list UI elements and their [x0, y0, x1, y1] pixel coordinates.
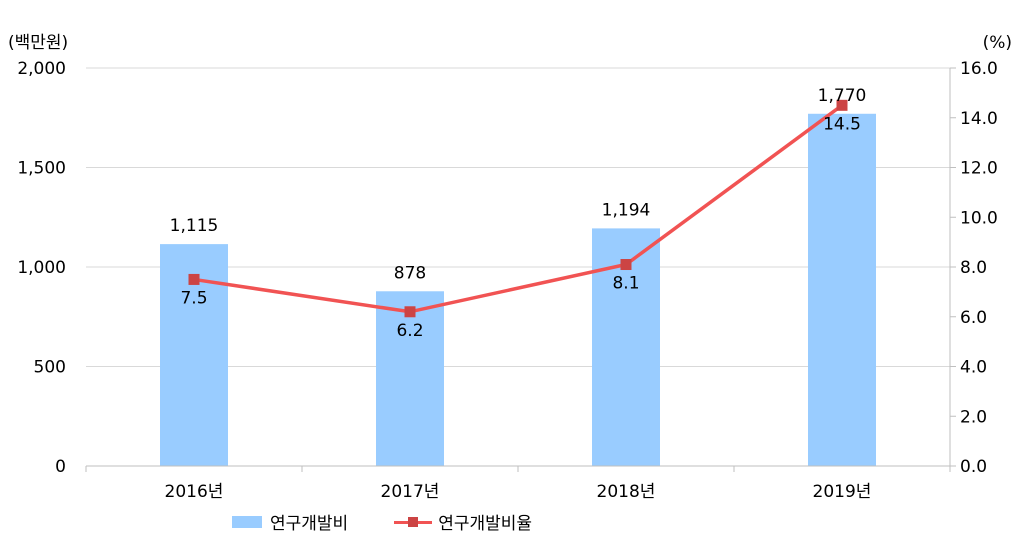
- line-marker: [836, 99, 848, 111]
- axes: 0.0 2.0 4.0 6.0 8.0 10.0 12.0 14.0 16.0 0 500 1,000…: [17, 59, 998, 502]
- x-tick-label: 2017년: [381, 482, 440, 502]
- ratio-line: [193, 103, 844, 314]
- right-tick-label: 14.0: [960, 109, 998, 129]
- left-tick-label: 0: [55, 457, 66, 477]
- legend-item-line: 연구개발비율: [394, 509, 532, 534]
- bar-value-label: 1,115: [170, 216, 219, 236]
- x-tick-label: 2019년: [813, 482, 872, 502]
- right-axis-unit: (%): [983, 33, 1012, 53]
- line-value-label: 6.2: [396, 321, 423, 341]
- line-value-label: 14.5: [823, 114, 861, 134]
- right-tick-label: 6.0: [960, 308, 987, 328]
- legend-line-label: 연구개발비율: [438, 514, 533, 534]
- bar: [808, 113, 876, 467]
- line-marker: [404, 306, 416, 318]
- right-tick-label: 16.0: [960, 59, 998, 79]
- left-tick-label: 2,000: [17, 59, 66, 79]
- bar: [376, 291, 444, 466]
- gridlines: [86, 67, 950, 367]
- legend: 연구개발비 연구개발비율: [232, 509, 578, 534]
- legend-item-bar: 연구개발비: [232, 509, 348, 534]
- right-tick-label: 4.0: [960, 358, 987, 378]
- line-value-label: 8.1: [612, 274, 639, 294]
- left-tick-label: 1,000: [17, 258, 66, 278]
- left-tick-label: 1,500: [17, 159, 66, 179]
- right-tick-label: 12.0: [960, 159, 998, 179]
- line-series: [188, 99, 848, 318]
- line-value-label: 7.5: [180, 288, 207, 308]
- right-tick-label: 8.0: [960, 258, 987, 278]
- bar-value-label: 878: [394, 263, 426, 283]
- line-marker: [188, 273, 200, 285]
- legend-line-swatch: [394, 516, 433, 528]
- line-marker: [620, 259, 632, 271]
- data-labels: 1,115 878 1,194 1,770 7.5 6.2 8.1 14.5: [170, 86, 867, 341]
- x-tick-label: 2018년: [597, 482, 656, 502]
- legend-bar-swatch: [232, 515, 262, 528]
- x-tick-label: 2016년: [165, 482, 224, 502]
- right-tick-label: 0.0: [960, 457, 987, 477]
- left-axis-unit: (백만원): [8, 33, 68, 53]
- bar-value-label: 1,770: [818, 86, 867, 106]
- legend-bar-label: 연구개발비: [270, 514, 349, 534]
- bar-value-label: 1,194: [602, 200, 651, 220]
- left-tick-label: 500: [34, 358, 66, 378]
- right-tick-label: 2.0: [960, 407, 987, 427]
- right-tick-label: 10.0: [960, 208, 998, 228]
